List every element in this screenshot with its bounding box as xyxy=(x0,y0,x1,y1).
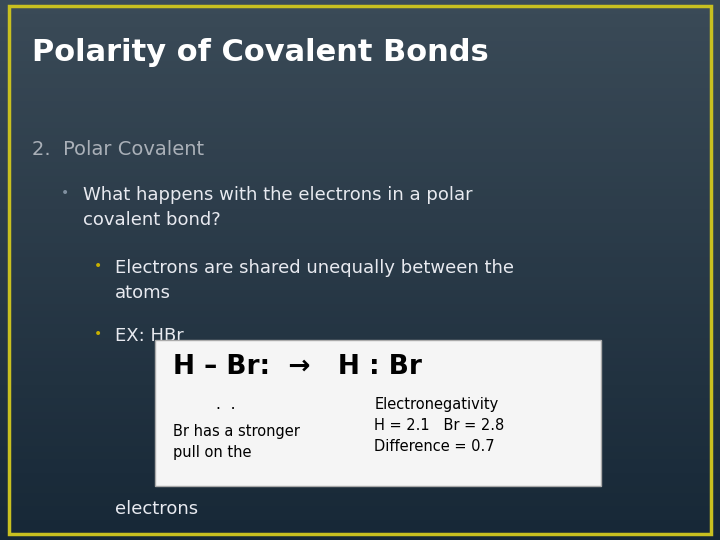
Bar xyxy=(0,202,720,209)
Bar xyxy=(0,500,720,507)
Bar xyxy=(0,81,720,87)
Bar xyxy=(0,284,720,291)
Bar xyxy=(0,14,720,20)
Bar xyxy=(0,486,720,492)
Bar xyxy=(0,6,720,14)
Bar xyxy=(0,438,720,445)
Bar xyxy=(0,209,720,216)
Bar xyxy=(0,452,720,459)
Text: ·  ·: · · xyxy=(216,402,235,417)
Bar xyxy=(0,324,720,330)
Bar xyxy=(0,128,720,135)
Bar xyxy=(0,330,720,338)
Bar xyxy=(0,399,720,405)
Bar xyxy=(0,222,720,230)
Bar xyxy=(0,310,720,317)
Bar xyxy=(0,54,720,60)
Bar xyxy=(0,87,720,94)
Bar xyxy=(0,195,720,202)
Bar xyxy=(0,276,720,284)
Text: •: • xyxy=(61,186,69,200)
Text: What happens with the electrons in a polar
covalent bond?: What happens with the electrons in a pol… xyxy=(83,186,472,230)
Bar xyxy=(0,122,720,128)
Bar xyxy=(0,384,720,391)
Bar xyxy=(0,465,720,472)
Bar xyxy=(0,249,720,256)
Bar xyxy=(0,297,720,303)
Bar xyxy=(0,378,720,384)
Bar xyxy=(0,263,720,270)
Text: EX: HBr: EX: HBr xyxy=(115,327,184,345)
Text: •: • xyxy=(94,259,102,273)
Bar xyxy=(0,418,720,426)
Bar xyxy=(0,20,720,27)
Text: 2.  Polar Covalent: 2. Polar Covalent xyxy=(32,140,204,159)
Bar xyxy=(0,68,720,74)
Bar xyxy=(0,351,720,357)
Bar xyxy=(0,94,720,102)
Bar xyxy=(0,60,720,68)
Bar xyxy=(0,0,720,6)
Bar xyxy=(0,392,720,399)
Bar xyxy=(0,411,720,418)
Bar xyxy=(0,513,720,519)
Text: Electrons are shared unequally between the
atoms: Electrons are shared unequally between t… xyxy=(115,259,514,302)
Bar xyxy=(0,256,720,263)
Bar xyxy=(0,507,720,513)
Text: •: • xyxy=(94,327,102,341)
Text: Electronegativity
H = 2.1   Br = 2.8
Difference = 0.7: Electronegativity H = 2.1 Br = 2.8 Diffe… xyxy=(374,397,505,454)
Bar xyxy=(0,74,720,81)
Bar xyxy=(0,303,720,310)
Bar xyxy=(0,270,720,276)
Bar xyxy=(0,364,720,372)
Bar xyxy=(155,340,601,486)
Bar xyxy=(0,459,720,465)
Bar xyxy=(0,148,720,156)
Bar xyxy=(0,115,720,122)
Bar xyxy=(0,493,720,500)
Bar xyxy=(0,162,720,168)
Bar xyxy=(0,27,720,33)
Bar xyxy=(0,135,720,141)
Bar xyxy=(0,216,720,222)
Bar xyxy=(0,426,720,432)
Bar xyxy=(0,358,720,365)
Bar xyxy=(0,156,720,162)
Text: electrons: electrons xyxy=(115,500,198,517)
Bar xyxy=(0,472,720,480)
Bar xyxy=(0,108,720,115)
Text: Br has a stronger
pull on the: Br has a stronger pull on the xyxy=(173,424,300,460)
Bar xyxy=(0,446,720,453)
Bar xyxy=(0,176,720,183)
Bar xyxy=(0,519,720,526)
Bar xyxy=(0,526,720,534)
Bar xyxy=(0,317,720,324)
Bar xyxy=(0,40,720,47)
Bar xyxy=(0,237,720,243)
Bar xyxy=(0,183,720,189)
Bar xyxy=(0,345,720,351)
Bar xyxy=(0,168,720,176)
Bar xyxy=(0,372,720,378)
Bar xyxy=(0,291,720,297)
Bar xyxy=(0,432,720,438)
Bar xyxy=(0,33,720,40)
Bar xyxy=(0,338,720,345)
Bar xyxy=(0,405,720,411)
Bar xyxy=(0,189,720,195)
Bar xyxy=(0,230,720,237)
Bar xyxy=(0,243,720,249)
Bar xyxy=(0,102,720,108)
Text: Polarity of Covalent Bonds: Polarity of Covalent Bonds xyxy=(32,38,489,67)
Text: H – Br:  →   H : Br: H – Br: → H : Br xyxy=(173,354,422,380)
Bar xyxy=(0,47,720,54)
Bar xyxy=(0,534,720,540)
Bar xyxy=(0,480,720,486)
Bar xyxy=(0,141,720,149)
